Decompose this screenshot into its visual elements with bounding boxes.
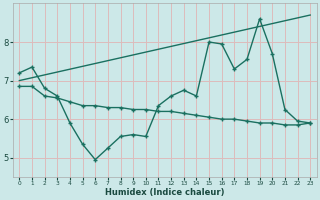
X-axis label: Humidex (Indice chaleur): Humidex (Indice chaleur) <box>105 188 225 197</box>
